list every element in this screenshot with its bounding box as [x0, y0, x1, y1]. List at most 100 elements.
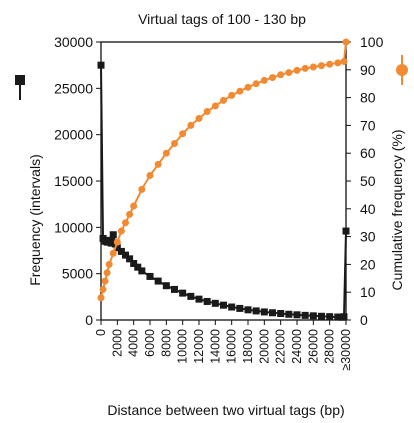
series-1-point — [107, 239, 115, 247]
series-1-point — [228, 303, 236, 311]
series-2-point — [252, 80, 260, 88]
series-2-point — [309, 63, 317, 71]
y-right-tick-label: 0 — [360, 312, 368, 328]
x-tick-label: 0 — [94, 329, 108, 336]
series-1-point — [154, 277, 162, 285]
series-2-point — [146, 171, 154, 179]
series-2-point — [342, 38, 350, 46]
series-2-point — [228, 91, 236, 99]
series-2-point — [154, 160, 162, 168]
series-1-point — [318, 312, 325, 320]
series-1-point — [113, 244, 121, 252]
chart-title: Virtual tags of 100 - 130 bp — [138, 11, 306, 27]
series-2-point — [326, 60, 334, 68]
series-1-point — [162, 282, 170, 290]
series-1-point — [260, 308, 268, 316]
y-right-tick-label: 20 — [360, 256, 376, 272]
series-1-point — [334, 313, 342, 321]
x-tick-label: 26000 — [306, 329, 320, 364]
right-y-axis: 0 10 20 30 40 50 60 70 80 90 100 — [346, 34, 384, 328]
x-tick-label: 18000 — [241, 329, 255, 364]
series-2-point — [99, 285, 107, 293]
y-axis-right-label: Cumulative frequency (%) — [389, 129, 405, 290]
series-2-point — [293, 66, 301, 74]
series-1-point — [244, 306, 252, 314]
y-left-tick-label: 25000 — [54, 80, 93, 96]
series-2-point — [109, 249, 117, 257]
series-2-point — [211, 102, 219, 110]
x-axis-label: Distance between two virtual tags (bp) — [107, 402, 344, 418]
series-1-point — [138, 267, 146, 275]
y-right-tick-label: 70 — [360, 117, 376, 133]
y-right-tick-label: 50 — [360, 173, 376, 189]
series-1-point — [236, 304, 244, 312]
x-tick-label: 28000 — [323, 329, 337, 364]
series-2-point — [334, 59, 342, 67]
series-1-point — [326, 313, 334, 321]
series-2-point — [340, 57, 348, 65]
series-1-point — [285, 310, 293, 318]
series-2-point — [138, 185, 146, 193]
legend-left — [15, 75, 25, 100]
y-left-tick-label: 5000 — [62, 266, 93, 282]
x-tick-label: ≥30000 — [339, 329, 353, 371]
x-tick-label: 2000 — [110, 329, 124, 357]
series-1-point — [130, 259, 138, 267]
series-2-point — [203, 108, 211, 115]
y-right-tick-label: 100 — [360, 34, 384, 50]
y-left-tick-label: 10000 — [54, 219, 93, 235]
series-2-line — [100, 41, 347, 299]
series-2-point — [162, 149, 170, 157]
series-1-point — [126, 255, 134, 263]
y-left-tick-label: 30000 — [54, 34, 93, 50]
series-1-point — [117, 247, 125, 255]
x-tick-label: 6000 — [143, 329, 157, 357]
y-left-tick-label: 15000 — [54, 173, 93, 189]
series-1-point — [187, 292, 195, 300]
series-1-point — [122, 251, 129, 259]
series-1-point — [252, 307, 260, 315]
x-axis: 0 2000 4000 6000 8000 10000 12000 14000 16000 180… — [94, 320, 353, 371]
y-right-tick-label: 90 — [360, 62, 376, 78]
series-1-point — [309, 312, 317, 320]
y-right-tick-label: 30 — [360, 229, 376, 245]
series-2-point — [318, 62, 325, 70]
y-left-tick-label: 0 — [85, 312, 93, 328]
legend-right — [396, 55, 408, 85]
series-1-point — [220, 301, 227, 309]
series-2-point — [301, 64, 309, 72]
series-1-point — [109, 231, 117, 239]
series-1-point — [146, 272, 154, 280]
legend-left-square-marker — [15, 75, 25, 85]
x-tick-label: 12000 — [192, 329, 206, 364]
series-2-point — [103, 269, 111, 277]
x-tick-label: 8000 — [159, 329, 173, 357]
y-axis-left-label: Frequency (intervals) — [27, 154, 43, 286]
series-1-point — [171, 285, 178, 293]
series-1-point — [195, 295, 203, 303]
series-2-point — [130, 202, 138, 210]
series-2-point — [101, 277, 109, 285]
x-tick-label: 24000 — [290, 329, 304, 364]
series-1-point — [203, 297, 211, 305]
series-1-point — [179, 289, 187, 297]
plot-border — [100, 41, 347, 321]
series-2-point — [179, 130, 187, 138]
left-y-axis: 0 5000 10000 15000 20000 25000 30000 — [54, 34, 101, 328]
x-tick-label: 20000 — [257, 329, 271, 364]
series-2-point — [277, 71, 285, 79]
series-1-point — [211, 299, 219, 307]
series-2-point — [260, 76, 268, 84]
series-2-point — [117, 227, 125, 235]
series-layer — [97, 38, 350, 321]
series-1-point — [301, 311, 309, 319]
series-1-point — [340, 313, 348, 321]
x-tick-label: 4000 — [127, 329, 141, 357]
series-1-point — [277, 310, 285, 318]
series-2-point — [220, 96, 227, 104]
series-1-point — [97, 61, 105, 69]
x-tick-label: 16000 — [225, 329, 239, 364]
x-tick-label: 22000 — [274, 329, 288, 364]
series-2-point — [269, 74, 276, 82]
